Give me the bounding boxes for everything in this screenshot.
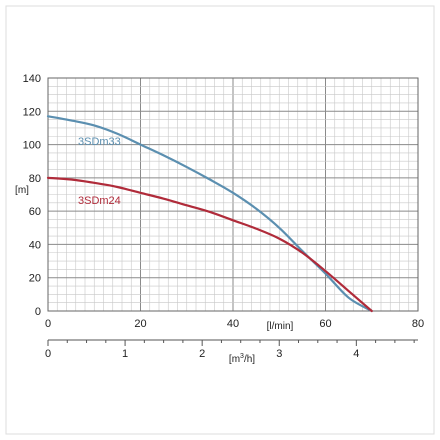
x-axis-label: [l/min] [267,321,294,332]
series-labels: 3SDm33 3SDm24 [78,136,121,207]
secondary-tick-label: 4 [353,348,359,360]
x-tick-label: 60 [319,318,331,330]
secondary-tick-label: 1 [122,348,128,360]
secondary-axis-label: [m3/h] [229,353,255,365]
x-tick-label: 0 [45,318,51,330]
series-line-3sdm24 [46,176,373,313]
y-tick-label: 60 [29,206,41,218]
y-tick-label: 120 [23,106,41,118]
series-label-3sdm33: 3SDm33 [78,136,121,148]
y-tick-label: 0 [35,306,41,318]
plot-border [47,77,419,312]
secondary-tick-label: 2 [199,348,205,360]
tick-labels: 0 20 40 60 80 100 120 140 [m] 0 20 40 60 80 [l/min] 0 1 2… [15,73,424,365]
x-tick-label: 20 [134,318,146,330]
y-tick-label: 80 [29,173,41,185]
secondary-tick-label: 3 [276,348,282,360]
x-tick-label: 40 [227,318,239,330]
y-tick-label: 100 [23,140,41,152]
y-tick-label: 140 [23,73,41,85]
series-lines [46,115,373,313]
y-axis-label: [m] [15,185,29,196]
series-label-3sdm24: 3SDm24 [78,195,121,207]
y-tick-label: 20 [29,273,41,285]
y-tick-label: 40 [29,239,41,251]
x-tick-label: 80 [412,318,424,330]
secondary-tick-label: 0 [45,348,51,360]
grid [47,77,419,312]
